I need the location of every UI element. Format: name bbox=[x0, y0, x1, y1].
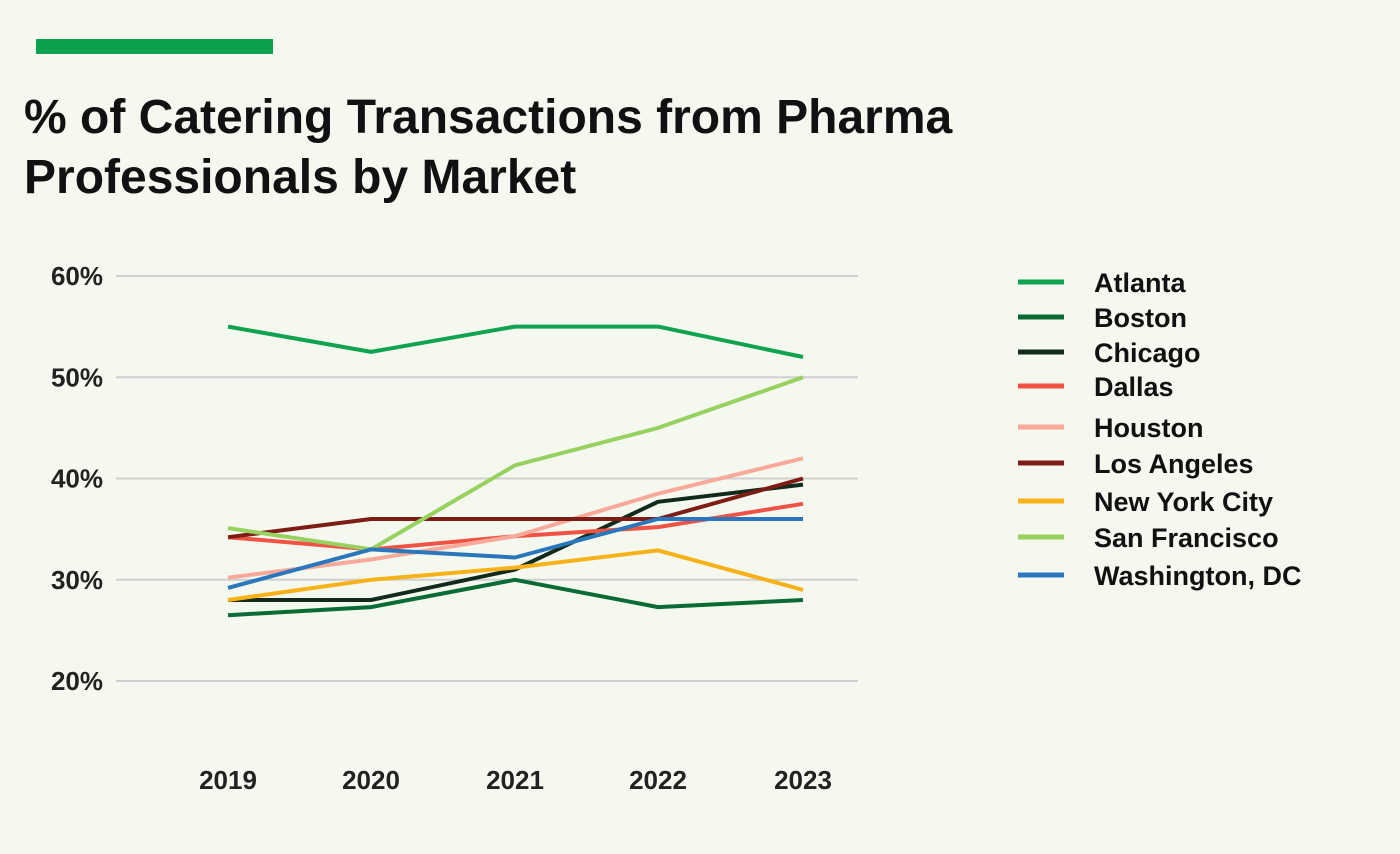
x-tick-label: 2020 bbox=[342, 765, 400, 795]
legend: Atlanta Boston Chicago Dallas Houston Los Ang… bbox=[1018, 268, 1301, 591]
legend-item: Houston bbox=[1018, 413, 1203, 443]
y-tick-label: 60% bbox=[51, 261, 103, 291]
series-line-boston bbox=[227, 577, 804, 618]
legend-label: New York City bbox=[1094, 487, 1273, 517]
chart-title: % of Catering Transactions from Pharma P… bbox=[24, 91, 953, 204]
series-line-washington-dc bbox=[227, 517, 803, 590]
legend-item: Los Angeles bbox=[1018, 449, 1254, 479]
legend-label: Dallas bbox=[1094, 372, 1174, 402]
legend-item: Atlanta bbox=[1018, 268, 1186, 298]
y-tick-label: 40% bbox=[51, 464, 103, 494]
series-line-new-york-city bbox=[227, 548, 804, 602]
x-tick-label: 2023 bbox=[774, 765, 832, 795]
legend-item: Dallas bbox=[1018, 372, 1174, 402]
series-line-houston bbox=[227, 456, 804, 580]
series-lines bbox=[227, 324, 804, 618]
series-line-san-francisco bbox=[227, 375, 804, 552]
x-axis-ticks: 2019 2020 2021 2022 2023 bbox=[199, 765, 832, 795]
y-tick-label: 50% bbox=[51, 362, 103, 392]
legend-label: Boston bbox=[1094, 303, 1187, 333]
legend-label: Los Angeles bbox=[1094, 449, 1254, 479]
legend-label: Atlanta bbox=[1094, 268, 1186, 298]
legend-item: Boston bbox=[1018, 303, 1187, 333]
grid-lines bbox=[116, 275, 858, 682]
legend-item: San Francisco bbox=[1018, 523, 1279, 553]
legend-label: Washington, DC bbox=[1094, 561, 1301, 591]
y-tick-label: 20% bbox=[51, 666, 103, 696]
legend-label: Chicago bbox=[1094, 338, 1201, 368]
y-tick-label: 30% bbox=[51, 565, 103, 595]
x-tick-label: 2019 bbox=[199, 765, 257, 795]
legend-item: New York City bbox=[1018, 487, 1273, 517]
title-accent-bar bbox=[36, 39, 273, 54]
series-line-los-angeles bbox=[227, 476, 804, 540]
legend-item: Washington, DC bbox=[1018, 561, 1301, 591]
legend-label: Houston bbox=[1094, 413, 1203, 443]
x-tick-label: 2021 bbox=[486, 765, 544, 795]
legend-label: San Francisco bbox=[1094, 523, 1279, 553]
x-tick-label: 2022 bbox=[629, 765, 687, 795]
legend-item: Chicago bbox=[1018, 338, 1201, 368]
y-axis-ticks: 20% 30% 40% 50% 60% bbox=[51, 261, 103, 696]
series-line-atlanta bbox=[227, 324, 804, 359]
